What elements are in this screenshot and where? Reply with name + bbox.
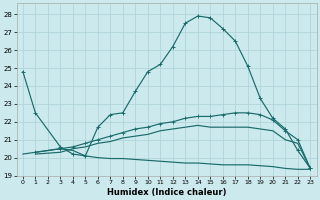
X-axis label: Humidex (Indice chaleur): Humidex (Indice chaleur): [107, 188, 226, 197]
